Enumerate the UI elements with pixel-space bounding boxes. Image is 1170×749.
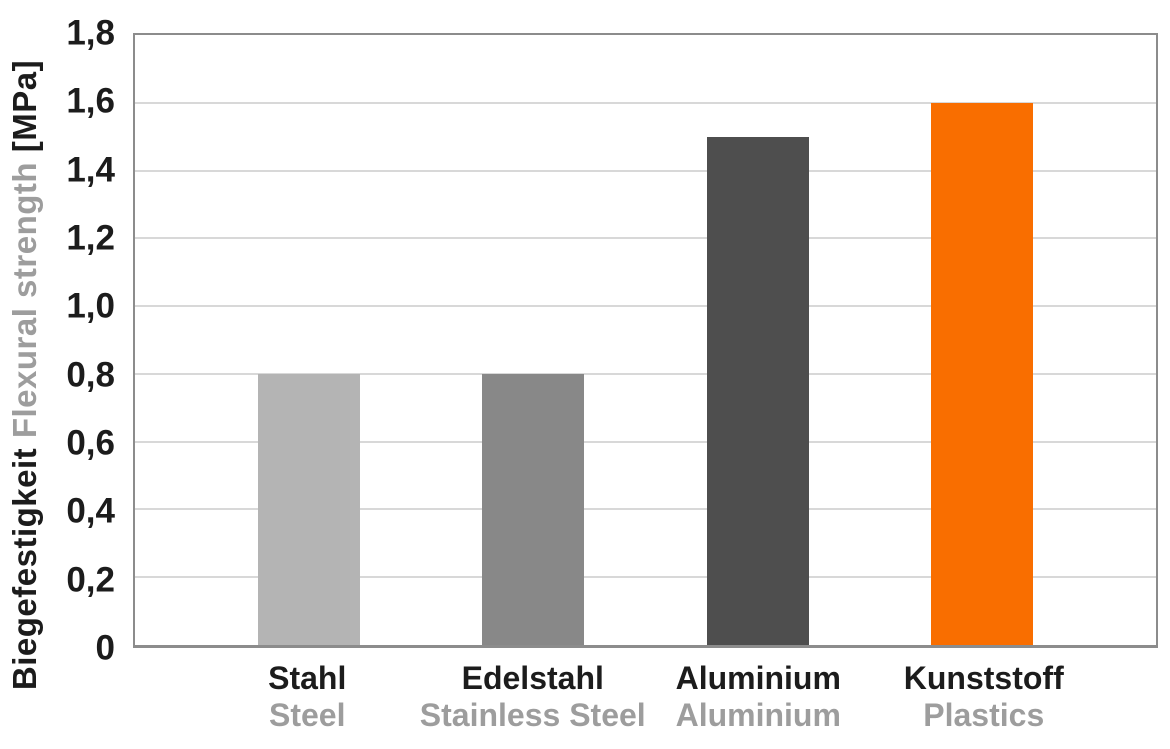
gridline (135, 101, 1156, 104)
gridline (135, 576, 1156, 579)
x-label-aluminium: Aluminium Aluminium (676, 660, 841, 734)
x-label-primary: Edelstahl (461, 660, 604, 696)
gridline (135, 237, 1156, 240)
y-tick-label: 1,6 (66, 81, 115, 121)
x-label-secondary: Steel (269, 697, 346, 733)
x-axis-labels: Stahl Steel Edelstahl Stainless Steel Alumin… (133, 660, 1158, 749)
y-tick-label: 0,6 (66, 423, 115, 463)
bar-kunststoff (931, 102, 1034, 645)
gridline (135, 305, 1156, 308)
y-tick-label: 0,8 (66, 355, 115, 395)
bar-stahl (257, 373, 360, 645)
gridline (135, 508, 1156, 511)
gridline (135, 440, 1156, 443)
x-label-secondary: Plastics (923, 697, 1045, 733)
y-tick-label: 0,2 (66, 560, 115, 600)
bar-edelstahl (482, 373, 585, 645)
x-label-secondary: Stainless Steel (419, 697, 646, 733)
x-label-kunststoff: Kunststoff Plastics (904, 660, 1064, 734)
y-axis-ticks: 0 0,2 0,4 0,6 0,8 1,0 1,2 1,4 1,6 1,8 (0, 16, 125, 666)
x-label-primary: Aluminium (675, 660, 841, 696)
y-tick-label: 1,4 (66, 150, 115, 190)
gridline (135, 372, 1156, 375)
bar-aluminium (706, 136, 809, 645)
x-label-stahl: Stahl Steel (268, 660, 346, 734)
y-tick-label: 1,8 (66, 13, 115, 53)
y-tick-label: 0 (95, 628, 115, 668)
y-tick-label: 1,0 (66, 286, 115, 326)
y-tick-label: 1,2 (66, 218, 115, 258)
plot-area (133, 33, 1158, 648)
gridline (135, 169, 1156, 172)
x-label-secondary: Aluminium (675, 697, 841, 733)
x-label-primary: Stahl (268, 660, 347, 696)
x-label-edelstahl: Edelstahl Stainless Steel (420, 660, 646, 734)
x-label-primary: Kunststoff (903, 660, 1064, 696)
y-tick-label: 0,4 (66, 491, 115, 531)
